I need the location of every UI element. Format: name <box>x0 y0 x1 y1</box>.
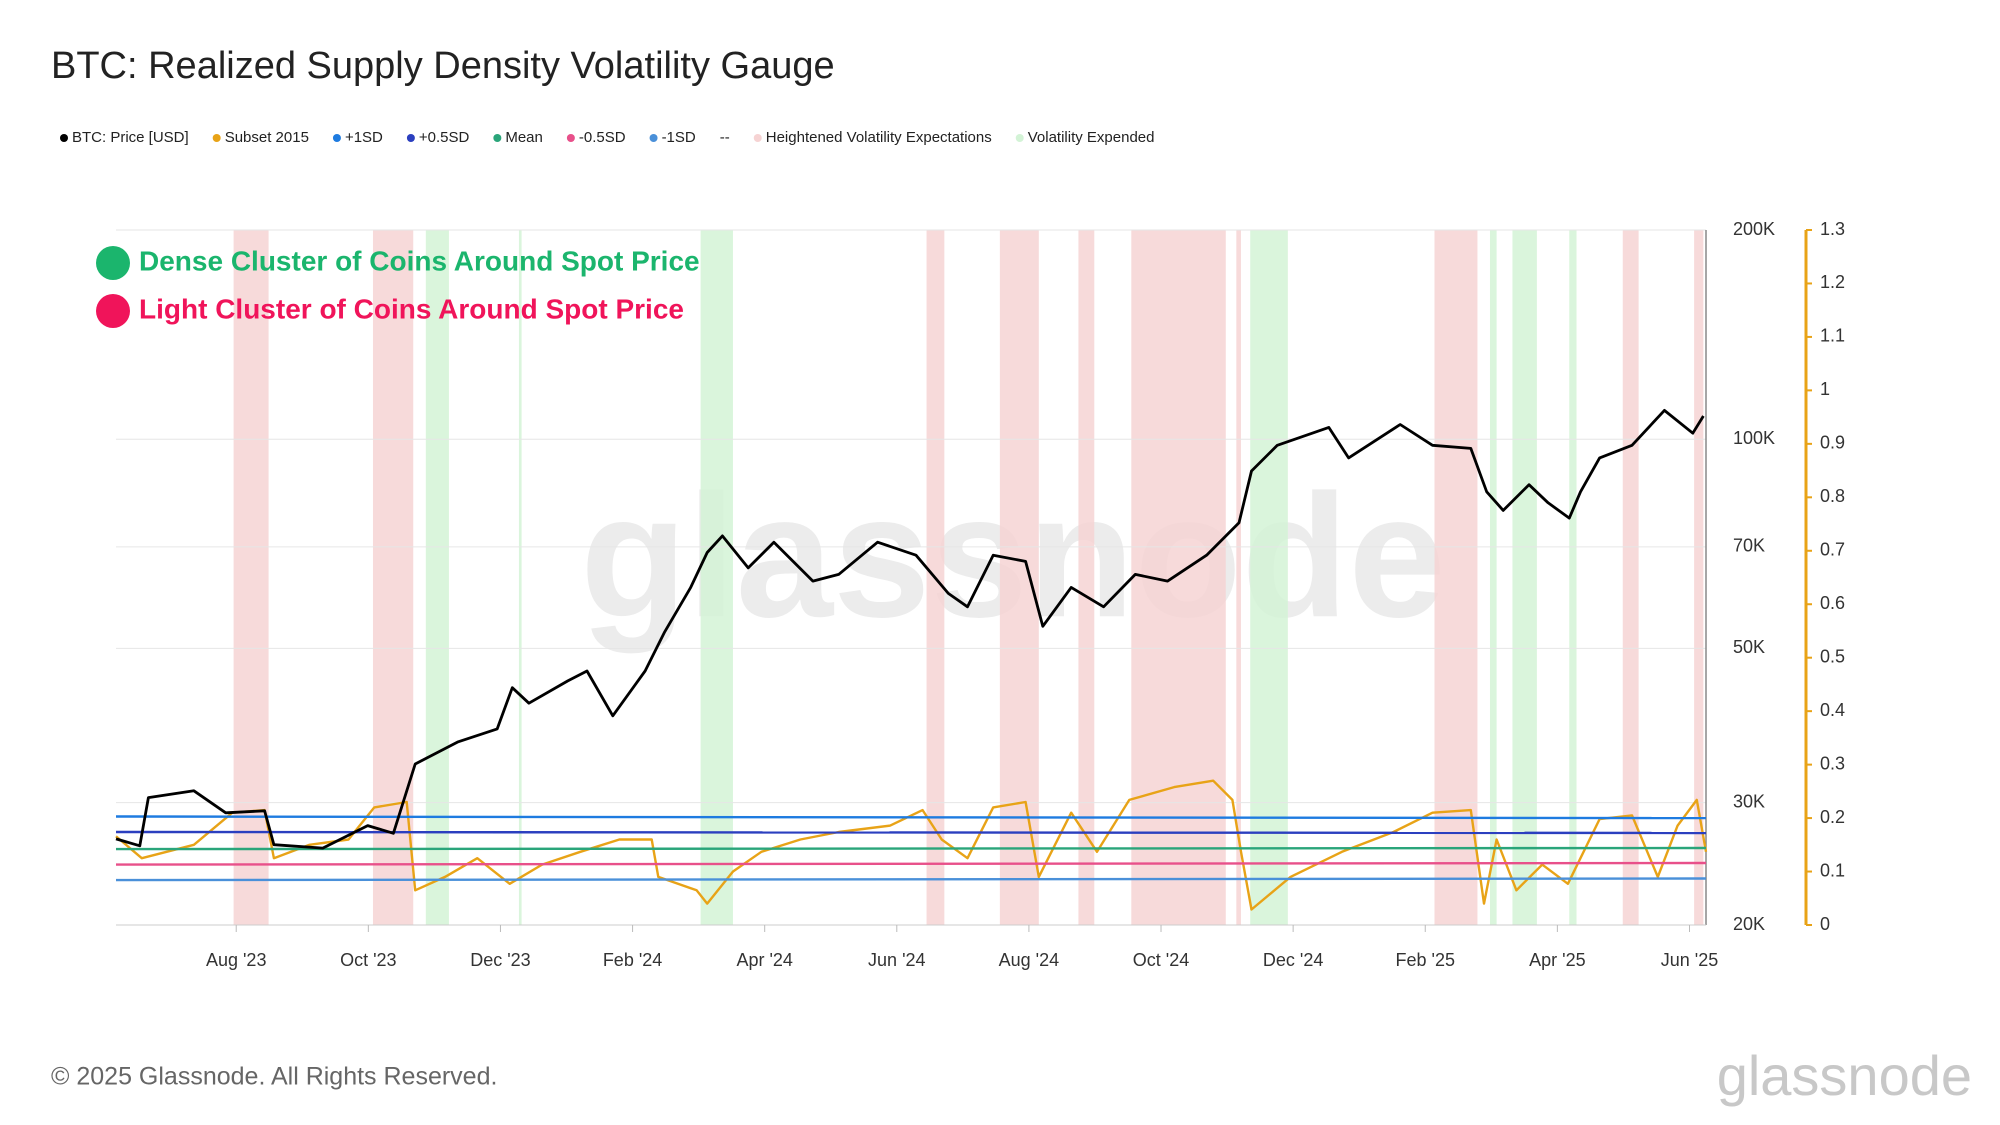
y2-tick-label: 1 <box>1820 379 1830 399</box>
y2-tick-label: 0.2 <box>1820 807 1845 827</box>
x-tick-label: Feb '25 <box>1396 950 1455 970</box>
volatility-band <box>1434 230 1478 925</box>
volatility-band <box>1236 230 1241 925</box>
series-line <box>115 877 1707 882</box>
legend-marker <box>649 134 658 142</box>
legend-label: BTC: Price [USD] <box>72 129 189 146</box>
legend-marker <box>1015 134 1024 142</box>
legend-label: -- <box>720 129 730 146</box>
watermark-logo: glassnode <box>1717 1044 1972 1107</box>
series-line <box>115 815 1707 820</box>
volatility-band <box>1622 230 1639 925</box>
series-line <box>115 861 1707 866</box>
volatility-band <box>1569 230 1577 925</box>
annotation-dot <box>96 246 130 280</box>
legend-marker <box>753 134 762 142</box>
y2-tick-label: 0.9 <box>1820 433 1845 453</box>
x-tick-label: Dec '23 <box>470 950 530 970</box>
x-tick-label: Apr '24 <box>736 950 792 970</box>
y2-tick-label: 1.3 <box>1820 219 1845 239</box>
series-line <box>115 846 1707 851</box>
volatility-band <box>233 230 269 925</box>
y-tick-label: 200K <box>1733 219 1775 239</box>
y2-tick-label: 0.4 <box>1820 700 1845 720</box>
axes: 20K 30K 50K 70K 100K 200K 0 0.1 0.2 0.3 0.4 0.5 0.6 0… <box>116 219 1845 970</box>
volatility-band <box>372 230 414 925</box>
x-tick-label: Oct '24 <box>1133 950 1189 970</box>
footer: © 2025 Glassnode. All Rights Reserved. <box>51 1063 497 1091</box>
volatility-band <box>1078 230 1095 925</box>
legend-label: Volatility Expended <box>1028 129 1155 146</box>
x-tick-label: Feb '24 <box>603 950 662 970</box>
bands <box>233 230 1704 925</box>
y2-tick-label: 0 <box>1820 914 1830 934</box>
volatility-band <box>1489 230 1497 925</box>
x-tick-label: Jun '24 <box>868 950 925 970</box>
legend-label: Subset 2015 <box>225 129 309 146</box>
legend-marker <box>60 134 68 142</box>
x-tick-label: Jun '25 <box>1661 950 1718 970</box>
y-tick-label: 100K <box>1733 428 1775 448</box>
annotations: Dense Cluster of Coins Around Spot Price… <box>96 245 700 328</box>
annotation-text: Dense Cluster of Coins Around Spot Price <box>139 245 700 276</box>
annotation-dot <box>96 294 130 328</box>
legend-marker <box>566 134 575 142</box>
y-tick-label: 50K <box>1733 637 1765 657</box>
volatility-band <box>425 230 449 925</box>
grid <box>116 229 1706 926</box>
legend-label: +1SD <box>345 129 383 146</box>
volatility-band <box>700 230 733 925</box>
legend-marker <box>406 134 415 142</box>
x-tick-label: Aug '24 <box>999 950 1060 970</box>
legend-marker <box>212 134 221 142</box>
volatility-band <box>1512 230 1537 925</box>
annotation-text: Light Cluster of Coins Around Spot Price <box>139 293 684 324</box>
volatility-band <box>518 230 522 925</box>
series-line <box>115 830 1707 835</box>
chart-title: BTC: Realized Supply Density Volatility … <box>51 45 835 87</box>
legend-label: -0.5SD <box>579 129 626 146</box>
x-tick-label: Apr '25 <box>1529 950 1585 970</box>
y2-tick-label: 0.7 <box>1820 540 1845 560</box>
y-tick-label: 30K <box>1733 791 1765 811</box>
y2-tick-label: 0.8 <box>1820 486 1845 506</box>
legend: BTC: Price [USD] Subset 2015 +1SD +0.5SD Mea… <box>60 129 1155 146</box>
volatility-band <box>999 230 1039 925</box>
x-tick-label: Oct '23 <box>340 950 396 970</box>
legend-label: +0.5SD <box>419 129 470 146</box>
y2-tick-label: 1.1 <box>1820 326 1845 346</box>
volatility-band <box>1250 230 1288 925</box>
y-tick-label: 70K <box>1733 536 1765 556</box>
lines <box>115 409 1708 911</box>
legend-label: Mean <box>505 129 543 146</box>
y2-tick-label: 0.1 <box>1820 860 1845 880</box>
volatility-band <box>1694 230 1704 925</box>
y2-tick-label: 0.6 <box>1820 593 1845 613</box>
y2-tick-label: 0.3 <box>1820 753 1845 773</box>
x-tick-label: Dec '24 <box>1263 950 1323 970</box>
legend-marker <box>493 134 502 142</box>
y2-tick-label: 1.2 <box>1820 272 1845 292</box>
y2-tick-label: 0.5 <box>1820 646 1845 666</box>
legend-marker <box>332 134 341 142</box>
legend-label: Heightened Volatility Expectations <box>766 129 992 146</box>
legend-label: -1SD <box>662 129 696 146</box>
series-line <box>115 409 1705 850</box>
y-tick-label: 20K <box>1733 914 1765 934</box>
x-tick-label: Aug '23 <box>206 950 267 970</box>
